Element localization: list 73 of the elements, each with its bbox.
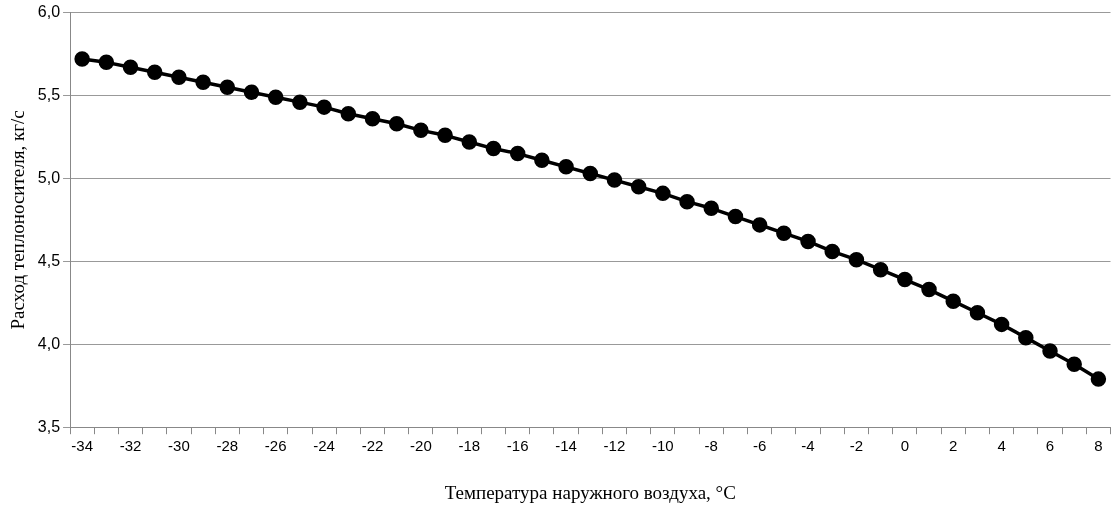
- point: [1018, 329, 1034, 346]
- x-tick-label: 0: [900, 437, 909, 455]
- point: [776, 225, 792, 241]
- point: [945, 293, 961, 309]
- point: [74, 51, 90, 67]
- point: [364, 110, 381, 127]
- point: [921, 281, 937, 298]
- point: [146, 64, 163, 81]
- point: [267, 89, 284, 105]
- x-axis-title: Температура наружного воздуха, °C: [444, 481, 736, 503]
- x-tick-label: 6: [1045, 437, 1055, 455]
- x-tick-label: -30: [168, 437, 190, 455]
- point: [243, 84, 260, 100]
- x-tick-label: -20: [410, 437, 432, 455]
- point: [848, 251, 865, 268]
- y-tick-label: 4,5: [37, 251, 61, 269]
- x-tick-label: -10: [652, 437, 674, 455]
- x-tick-label: -26: [264, 437, 287, 455]
- x-tick-label: -6: [752, 437, 767, 455]
- x-tick-label: -32: [119, 437, 142, 455]
- point: [703, 200, 720, 217]
- point: [1090, 371, 1107, 387]
- point: [340, 106, 357, 122]
- point: [558, 159, 574, 175]
- point: [388, 115, 405, 132]
- point: [655, 185, 671, 202]
- point: [171, 69, 187, 86]
- x-tick-label: 4: [997, 437, 1006, 455]
- point: [969, 305, 986, 321]
- point: [630, 178, 647, 195]
- point: [606, 172, 623, 188]
- x-tick-label: 2: [949, 437, 958, 455]
- x-tick-label: -24: [313, 437, 335, 455]
- y-axis-title: Расход теплоносителя, кг/с: [7, 110, 29, 330]
- point: [413, 122, 429, 139]
- point: [824, 243, 840, 260]
- x-tick-label: -16: [506, 437, 529, 455]
- x-tick-label: -2: [849, 437, 864, 455]
- x-tick-label: -12: [603, 437, 626, 455]
- point: [872, 261, 889, 278]
- x-tick-label: -14: [555, 437, 577, 455]
- point: [122, 59, 139, 76]
- point: [485, 140, 502, 157]
- point: [1066, 356, 1082, 372]
- point: [509, 145, 526, 162]
- point: [219, 79, 236, 95]
- x-tick-label: -22: [361, 437, 384, 455]
- point: [727, 208, 744, 225]
- y-tick-label: 4,0: [37, 334, 61, 352]
- x-tick-label: -8: [704, 437, 718, 455]
- point: [534, 152, 550, 168]
- point: [292, 94, 308, 110]
- y-tick-label: 5,0: [37, 168, 61, 186]
- point: [751, 217, 768, 233]
- x-tick-label: 8: [1094, 437, 1103, 455]
- point: [679, 193, 695, 210]
- point: [582, 165, 599, 182]
- x-tick-label: -18: [458, 437, 481, 455]
- y-tick-label: 3,5: [37, 417, 61, 435]
- x-tick-label: -4: [801, 437, 815, 455]
- point: [993, 316, 1010, 333]
- point: [897, 271, 913, 288]
- x-tick-label: -34: [71, 437, 93, 455]
- y-tick-label: 6,0: [37, 3, 61, 21]
- point: [98, 54, 115, 71]
- point: [461, 134, 478, 150]
- x-tick-label: -28: [216, 437, 239, 455]
- point: [316, 99, 332, 115]
- point: [1042, 343, 1058, 359]
- point: [437, 127, 453, 144]
- point: [195, 74, 211, 90]
- y-tick-label: 5,5: [37, 85, 61, 103]
- point: [800, 233, 816, 250]
